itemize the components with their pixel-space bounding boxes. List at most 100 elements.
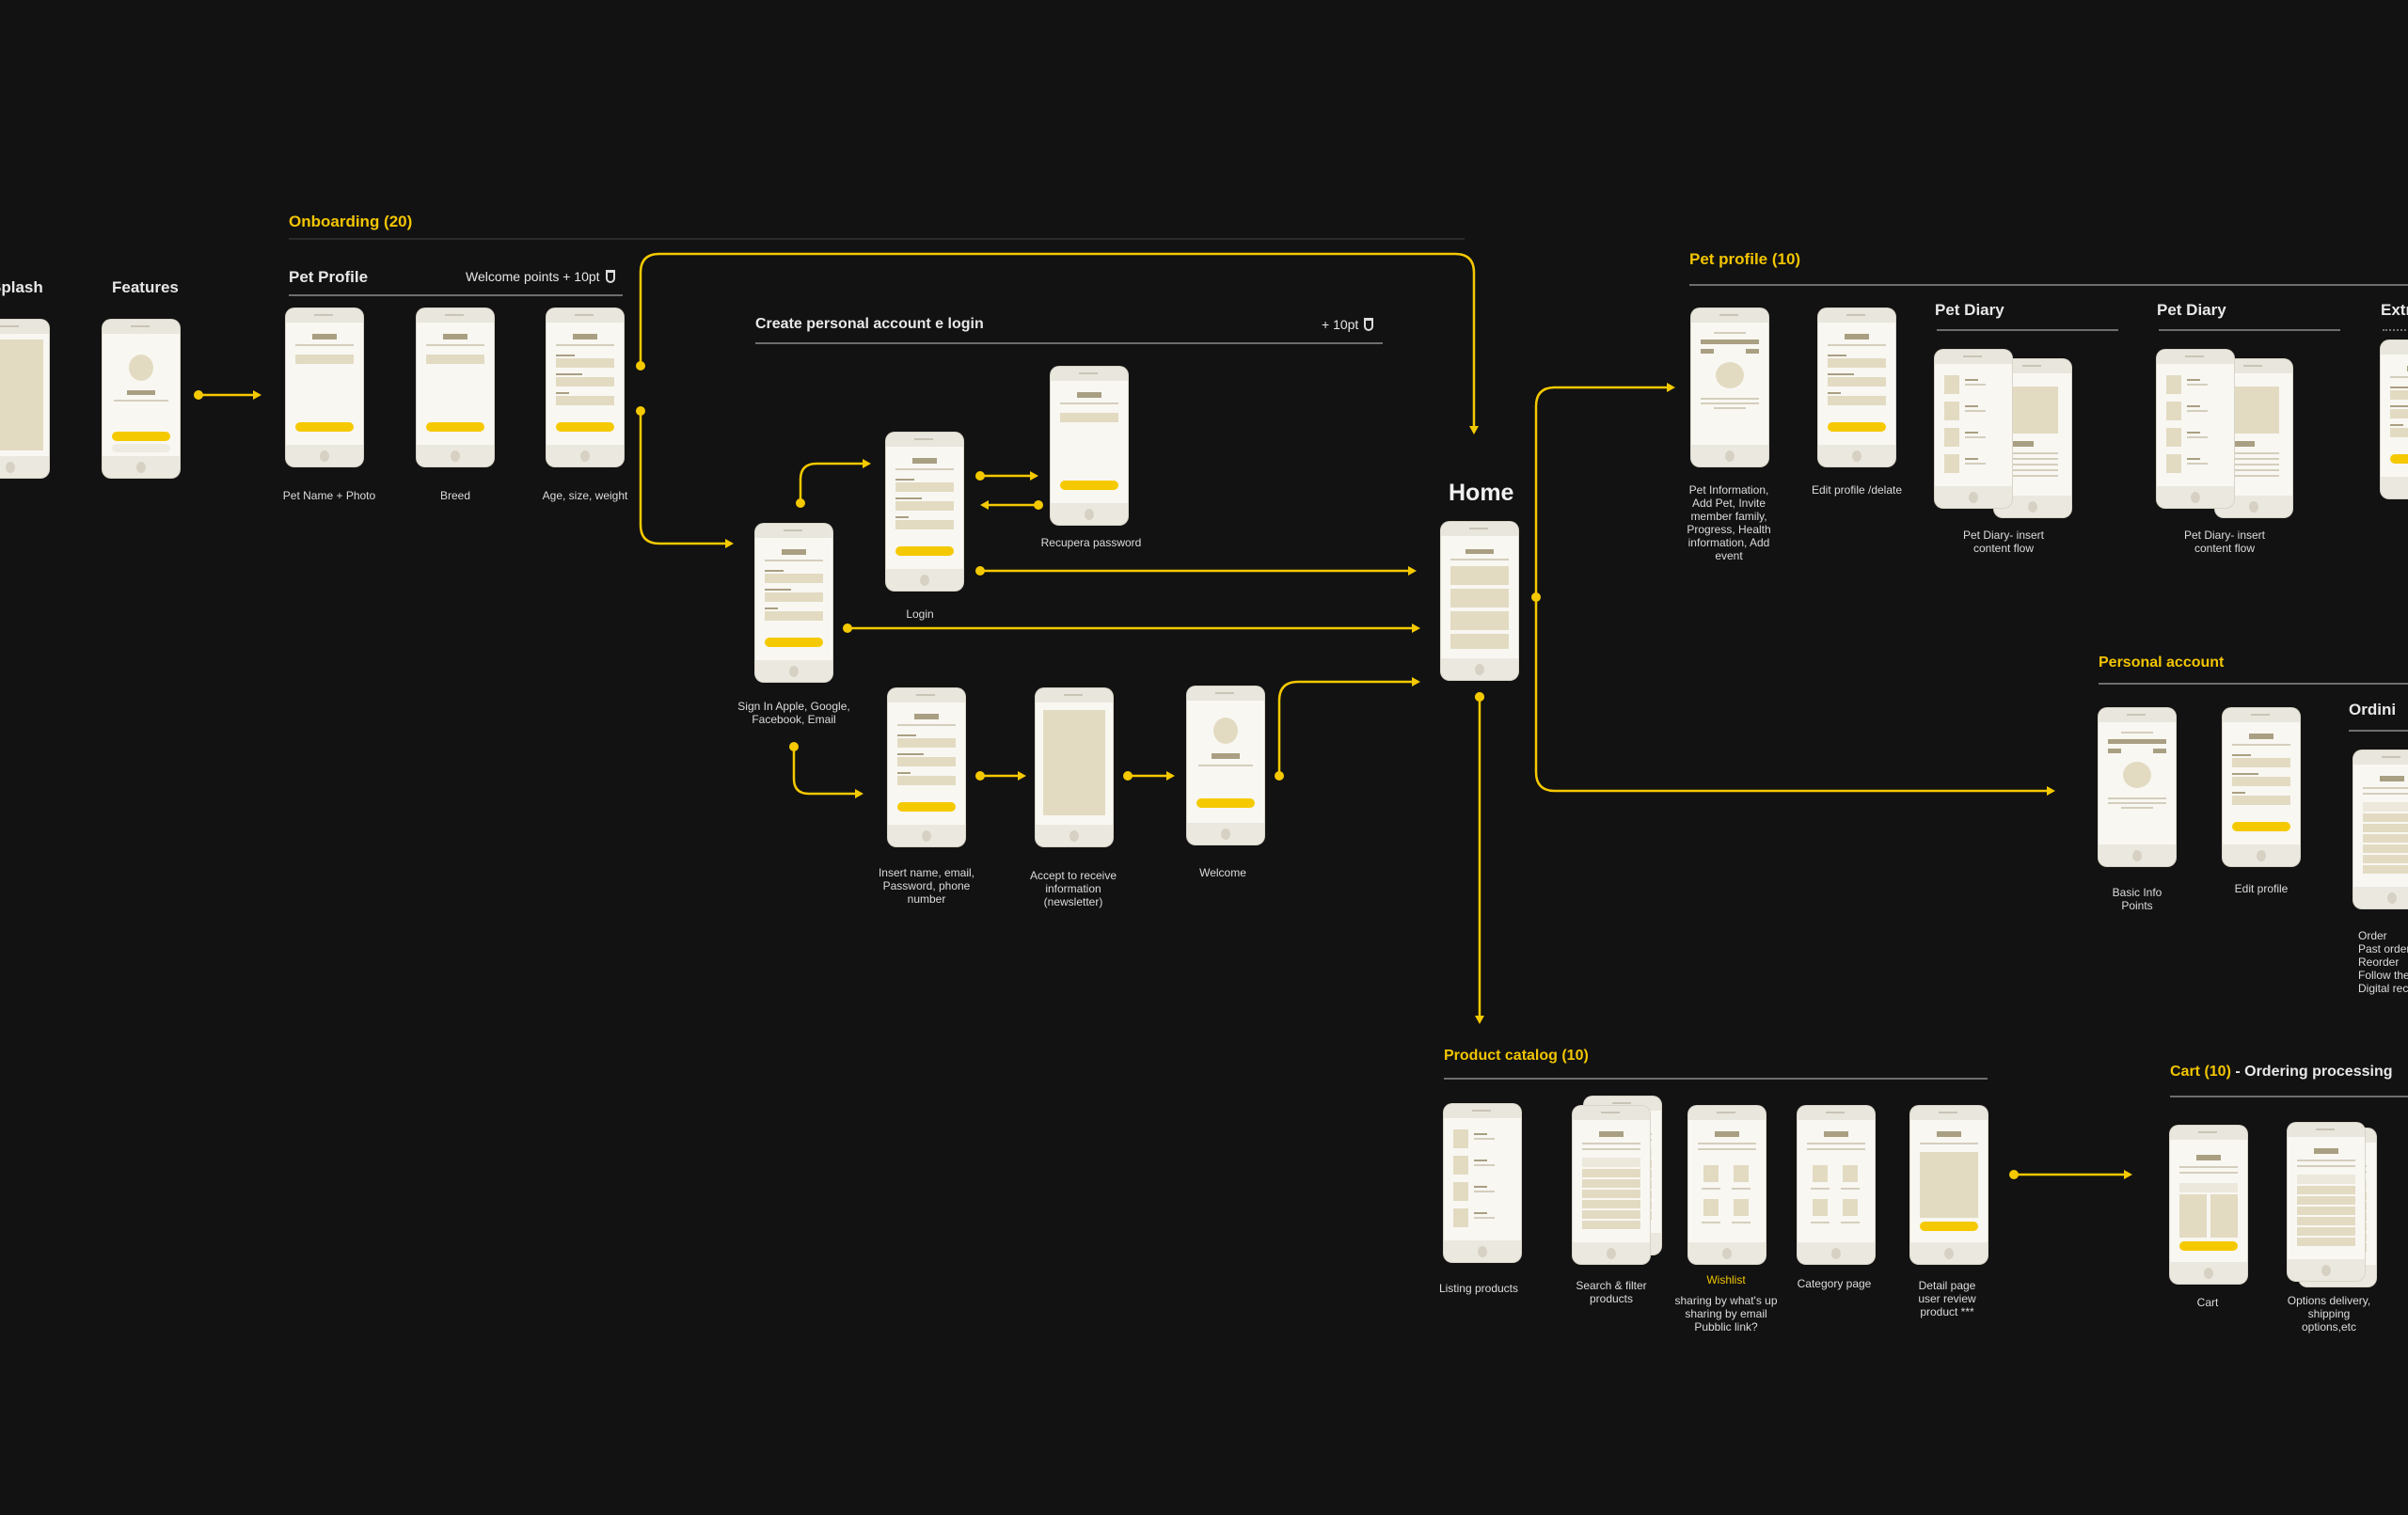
onboarding-to-signin-connector	[636, 406, 734, 548]
divider	[2099, 683, 2408, 685]
connector-line	[1534, 597, 2048, 793]
arrowhead-icon	[1469, 426, 1479, 434]
listing-screen	[1444, 1104, 1521, 1262]
cart-title-accent: Cart (10)	[2170, 1064, 2231, 1080]
caption-diary-1: Pet Diary- insert content flow	[1962, 529, 2045, 555]
screen-content	[417, 323, 494, 445]
divider	[1444, 1078, 1988, 1080]
home-to-account-connector	[1534, 597, 2055, 796]
home-button-icon	[320, 450, 329, 462]
status-bar	[1994, 359, 2071, 373]
home-button-icon	[2387, 892, 2397, 904]
account-points-text: + 10pt	[1322, 317, 1359, 332]
register-to-accept-connector	[975, 771, 1026, 781]
home-button-icon	[451, 450, 460, 462]
connector-dot	[2009, 1170, 2019, 1179]
screen-content	[2157, 364, 2234, 486]
home-to-catalog-connector	[1475, 692, 1484, 1024]
detail-screen	[1910, 1106, 1988, 1264]
arrowhead-icon	[1408, 566, 1417, 576]
connector-dot	[636, 406, 645, 416]
signin-screen	[755, 524, 832, 682]
login-to-home-connector	[975, 566, 1417, 576]
caption-search: Search & filter products	[1576, 1279, 1647, 1305]
search-screen	[1573, 1106, 1650, 1264]
diary2-list-screen	[2157, 350, 2234, 508]
caption-cart: Cart	[2196, 1296, 2219, 1309]
home-button-icon	[789, 666, 799, 677]
recupera-to-login-connector	[980, 500, 1043, 510]
connector-dot	[975, 471, 985, 481]
screen-content	[1444, 1118, 1521, 1240]
status-bar	[1051, 367, 1128, 381]
home-button-icon	[1969, 492, 1978, 503]
home-button-icon	[1944, 1248, 1954, 1259]
status-bar	[2157, 350, 2234, 364]
status-bar	[1818, 308, 1895, 323]
account-title: Create personal account e login	[755, 316, 984, 332]
caption-wishlist: Wishlist sharing by what's up sharing by …	[1660, 1273, 1792, 1334]
caption-edit-profile: Edit profile	[2234, 882, 2289, 895]
welcome-points: Welcome points + 10pt	[466, 269, 615, 284]
screen-content	[755, 538, 832, 660]
ordini-screen	[2353, 750, 2408, 908]
pet-diary-label: Pet Diary	[2157, 301, 2226, 319]
recupera-screen	[1051, 367, 1128, 525]
home-button-icon	[922, 830, 931, 842]
status-bar	[1441, 522, 1518, 536]
caption-diary-2: Pet Diary- insert content flow	[2183, 529, 2266, 555]
home-button-icon	[1478, 1246, 1487, 1257]
screen-content	[888, 702, 965, 825]
breed-screen	[417, 308, 494, 466]
screen-content	[0, 334, 49, 456]
screen-content	[2353, 765, 2408, 887]
connector-dot	[1275, 771, 1284, 781]
status-bar	[888, 688, 965, 702]
pet-info-screen	[1691, 308, 1768, 466]
status-bar	[1036, 688, 1113, 702]
basic-info-screen	[2099, 708, 2176, 866]
login-to-recupera-connector	[975, 471, 1038, 481]
home-button-icon	[920, 575, 929, 586]
status-bar	[1798, 1106, 1875, 1120]
screen-content	[1935, 364, 2012, 486]
status-bar	[1573, 1106, 1650, 1120]
arrowhead-icon	[2124, 1170, 2132, 1179]
home-button-icon	[1831, 1248, 1841, 1259]
home-button-icon	[2132, 850, 2142, 861]
caption-edit-pet: Edit profile /delate	[1811, 483, 1903, 497]
status-bar	[2381, 340, 2408, 355]
cart-title-rest: - Ordering processing	[2230, 1064, 2393, 1080]
status-bar	[1910, 1106, 1988, 1120]
divider	[1937, 329, 2118, 331]
caption-breed: Breed	[439, 489, 471, 502]
caption-insert: Insert name, email, Password, phone numb…	[878, 866, 975, 906]
options-screen	[2288, 1123, 2365, 1281]
divider	[1689, 284, 2408, 286]
age-screen	[547, 308, 624, 466]
caption-login: Login	[906, 608, 934, 621]
status-bar	[2288, 1123, 2365, 1137]
extra-screen	[2381, 340, 2408, 498]
home-button-icon	[136, 462, 146, 473]
wishlist-title: Wishlist	[1706, 1273, 1746, 1286]
status-bar	[2353, 750, 2408, 765]
caption-pet-name: Pet Name + Photo	[282, 489, 376, 502]
connector-dot	[636, 361, 645, 371]
home-button-icon	[2257, 850, 2266, 861]
trophy-icon	[1364, 318, 1374, 331]
signin-to-home-connector	[843, 623, 1420, 633]
screen-content	[1691, 323, 1768, 445]
edit-pet-screen	[1818, 308, 1895, 466]
status-bar	[2223, 708, 2300, 722]
arrowhead-icon	[855, 789, 863, 798]
connector-line	[1277, 680, 1413, 776]
home-button-icon	[1607, 1248, 1616, 1259]
home-button-icon	[580, 450, 590, 462]
screen-content	[1910, 1120, 1988, 1242]
screen-content	[103, 334, 180, 456]
status-bar	[547, 308, 624, 323]
connector-line	[639, 252, 1476, 428]
home-title: Home	[1449, 480, 1514, 506]
